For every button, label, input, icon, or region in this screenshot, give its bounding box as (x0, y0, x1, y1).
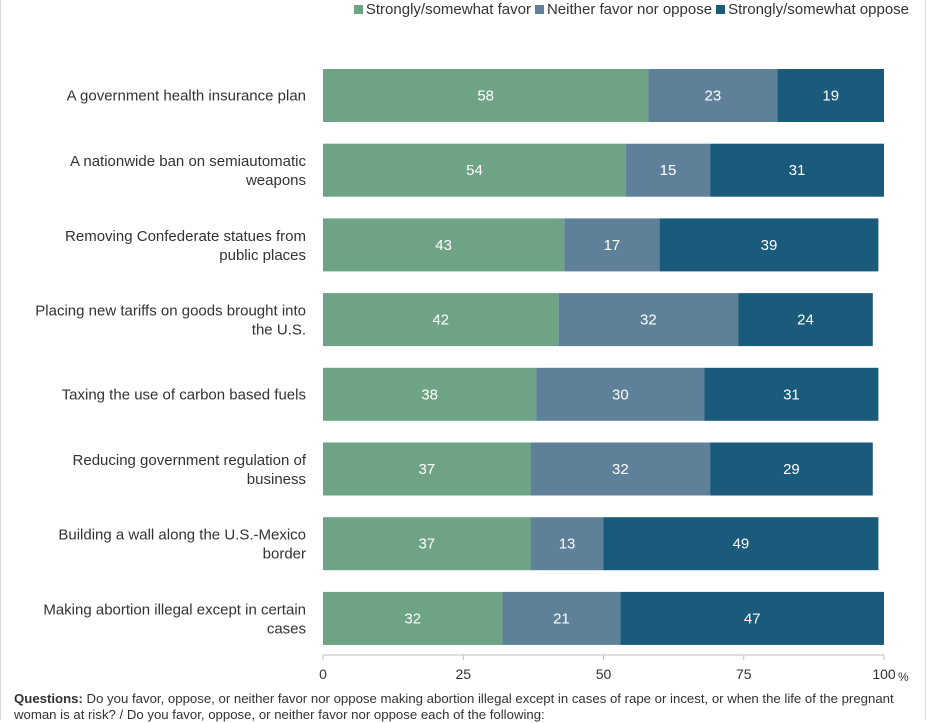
x-tick-label: 75 (736, 666, 752, 682)
bar-segment (620, 591, 884, 645)
data-label: 29 (783, 461, 800, 478)
category-label-line: border (263, 546, 306, 563)
bar-segment (659, 218, 879, 272)
footnote-text: Do you favor, oppose, or neither favor n… (14, 691, 894, 722)
bar-segment (323, 442, 531, 496)
bar-segment (536, 367, 705, 421)
bar-segment (625, 143, 711, 197)
bar-segment (648, 69, 778, 122)
legend: Strongly/somewhat favor Neither favor no… (350, 1, 909, 18)
data-label: 42 (432, 312, 449, 329)
bar-segment (323, 143, 626, 197)
data-label: 37 (418, 536, 435, 553)
data-label: 38 (421, 386, 438, 403)
legend-item-favor: Strongly/somewhat favor (353, 1, 531, 18)
category-label-line: Taxing the use of carbon based fuels (62, 386, 306, 403)
category-label-line: Reducing government regulation of (73, 452, 307, 469)
legend-swatch-oppose (716, 5, 726, 14)
stacked-bar-chart: A government health insurance plan 58 23 19… (35, 69, 909, 684)
legend-label-neither: Neither favor nor oppose (546, 1, 713, 18)
bar-segment (323, 69, 649, 122)
bar-segment (558, 293, 739, 347)
footnote: Questions: Do you favor, oppose, or neit… (14, 691, 914, 723)
data-label: 15 (660, 162, 677, 179)
bar-segment (323, 218, 565, 272)
category-label: Removing Confederate statues from public … (65, 228, 306, 264)
category-label: Building a wall along the U.S.-Mexico bor… (58, 527, 306, 563)
category-label: A nationwide ban on semiautomatic weapons (70, 153, 306, 189)
category-label-line: Making abortion illegal except in certai… (43, 601, 306, 618)
category-label-line: A nationwide ban on semiautomatic (70, 153, 306, 170)
bar-segment (323, 293, 559, 347)
data-label: 19 (822, 88, 839, 105)
category-label: A government health insurance plan (67, 88, 306, 105)
x-tick-label: 50 (596, 666, 612, 682)
bar-segment (323, 367, 537, 421)
data-label: 13 (559, 536, 576, 553)
legend-item-oppose: Strongly/somewhat oppose (716, 1, 909, 18)
data-label: 54 (466, 162, 483, 179)
data-label: 32 (612, 461, 629, 478)
category-label: Taxing the use of carbon based fuels (62, 386, 306, 403)
category-label: Placing new tariffs on goods brought int… (35, 303, 306, 339)
category-label-line: cases (267, 620, 306, 637)
data-label: 32 (404, 610, 421, 627)
category-label-line: Placing new tariffs on goods brought int… (35, 303, 306, 320)
bar-segment (777, 69, 884, 122)
category-label: Making abortion illegal except in certai… (43, 601, 306, 637)
data-label: 37 (418, 461, 435, 478)
legend-swatch-favor (353, 5, 363, 14)
category-label-line: the U.S. (252, 322, 306, 339)
data-label: 23 (705, 88, 722, 105)
category-label-line: weapons (245, 172, 306, 189)
data-label: 31 (789, 162, 806, 179)
bar-segment (710, 442, 873, 496)
bar-segment (530, 517, 604, 571)
data-label: 17 (604, 237, 621, 254)
bar-segment (710, 143, 884, 197)
legend-item-neither: Neither favor nor oppose (534, 1, 713, 18)
bar-segment (564, 218, 660, 272)
bar-segment (323, 591, 503, 645)
category-label-line: business (247, 471, 306, 488)
bar-segment (530, 442, 711, 496)
x-tick-label: 0 (319, 666, 327, 682)
category-label: Reducing government regulation of busines… (73, 452, 307, 488)
bar-segment (603, 517, 879, 571)
legend-label-oppose: Strongly/somewhat oppose (728, 1, 909, 18)
bar-segment (323, 517, 531, 571)
bar-segment (502, 591, 621, 645)
bar-segment (704, 367, 879, 421)
data-label: 24 (797, 312, 814, 329)
x-unit-label: % (898, 670, 909, 684)
bar-segment (738, 293, 873, 347)
footnote-label: Questions: (14, 691, 83, 706)
legend-label-favor: Strongly/somewhat favor (365, 1, 531, 18)
x-tick-label: 100 (872, 666, 896, 682)
data-label: 30 (612, 386, 629, 403)
data-label: 21 (553, 610, 570, 627)
category-label-line: public places (219, 247, 306, 264)
data-label: 47 (744, 610, 761, 627)
category-label-line: A government health insurance plan (67, 88, 306, 105)
data-label: 31 (783, 386, 800, 403)
legend-swatch-neither (534, 5, 544, 14)
data-label: 32 (640, 312, 657, 329)
data-label: 58 (477, 88, 494, 105)
data-label: 39 (761, 237, 778, 254)
data-label: 49 (733, 536, 750, 553)
data-label: 43 (435, 237, 452, 254)
category-label-line: Building a wall along the U.S.-Mexico (58, 527, 306, 544)
x-tick-label: 25 (455, 666, 471, 682)
category-label-line: Removing Confederate statues from (65, 228, 306, 245)
